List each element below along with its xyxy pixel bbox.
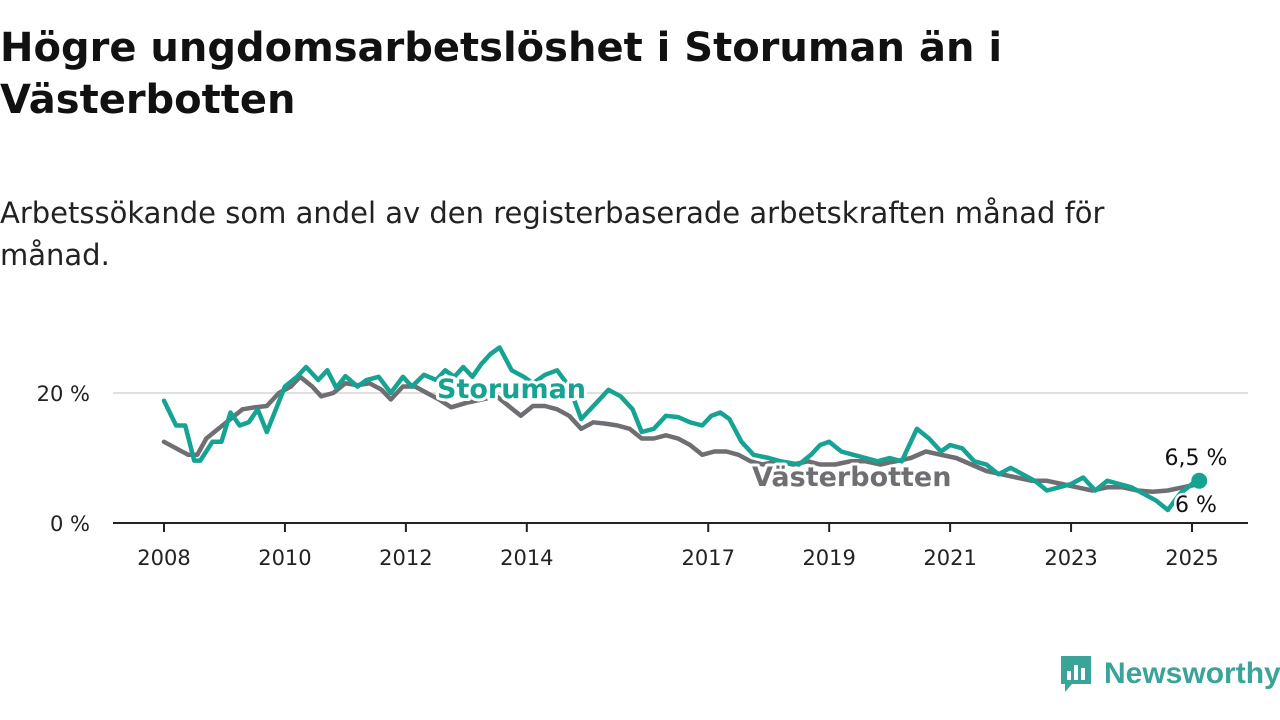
series-line-storuman [161, 345, 1202, 513]
y-tick-label: 20 % [37, 382, 90, 406]
y-tick-label: 0 % [50, 512, 90, 536]
brand-name: Newsworthy [1104, 657, 1280, 690]
newsworthy-logo-icon [1061, 656, 1091, 692]
series-end-label: 6,5 % [1165, 446, 1228, 471]
x-tick-label: 2019 [802, 546, 855, 570]
chart-title: Högre ungdomsarbetslöshet i Storuman än … [0, 25, 1003, 123]
x-tick-label: 2025 [1165, 546, 1218, 570]
series-end-label: 6 % [1175, 493, 1217, 518]
x-axis-ticks: 2008 2010 2012 2014 2017 2019 2021 2023 2025 [137, 523, 1219, 570]
series-line-vsterbotten [161, 374, 1202, 495]
series-label: Västerbotten [752, 462, 951, 493]
series-lines [161, 345, 1208, 513]
x-tick-label: 2023 [1044, 546, 1097, 570]
series-end-marker [1191, 472, 1208, 489]
x-tick-label: 2008 [137, 546, 190, 570]
series-labels: Storuman Västerbotten 6,5 % 6 % [434, 371, 1230, 521]
line-chart: 0 % 20 % 2008 2010 2012 2014 2017 2019 2021 2023… [37, 345, 1248, 570]
gridlines [113, 392, 1248, 524]
x-tick-label: 2010 [258, 546, 311, 570]
x-tick-label: 2014 [500, 546, 553, 570]
x-tick-label: 2017 [682, 546, 735, 570]
brand-logo: Newsworthy [1058, 652, 1280, 696]
x-tick-label: 2012 [379, 546, 432, 570]
series-label: Storuman [437, 374, 586, 405]
chart-subtitle: Arbetssökande som andel av den registerb… [0, 196, 1105, 272]
x-tick-label: 2021 [923, 546, 976, 570]
y-axis-ticks: 0 % 20 % [37, 382, 90, 536]
